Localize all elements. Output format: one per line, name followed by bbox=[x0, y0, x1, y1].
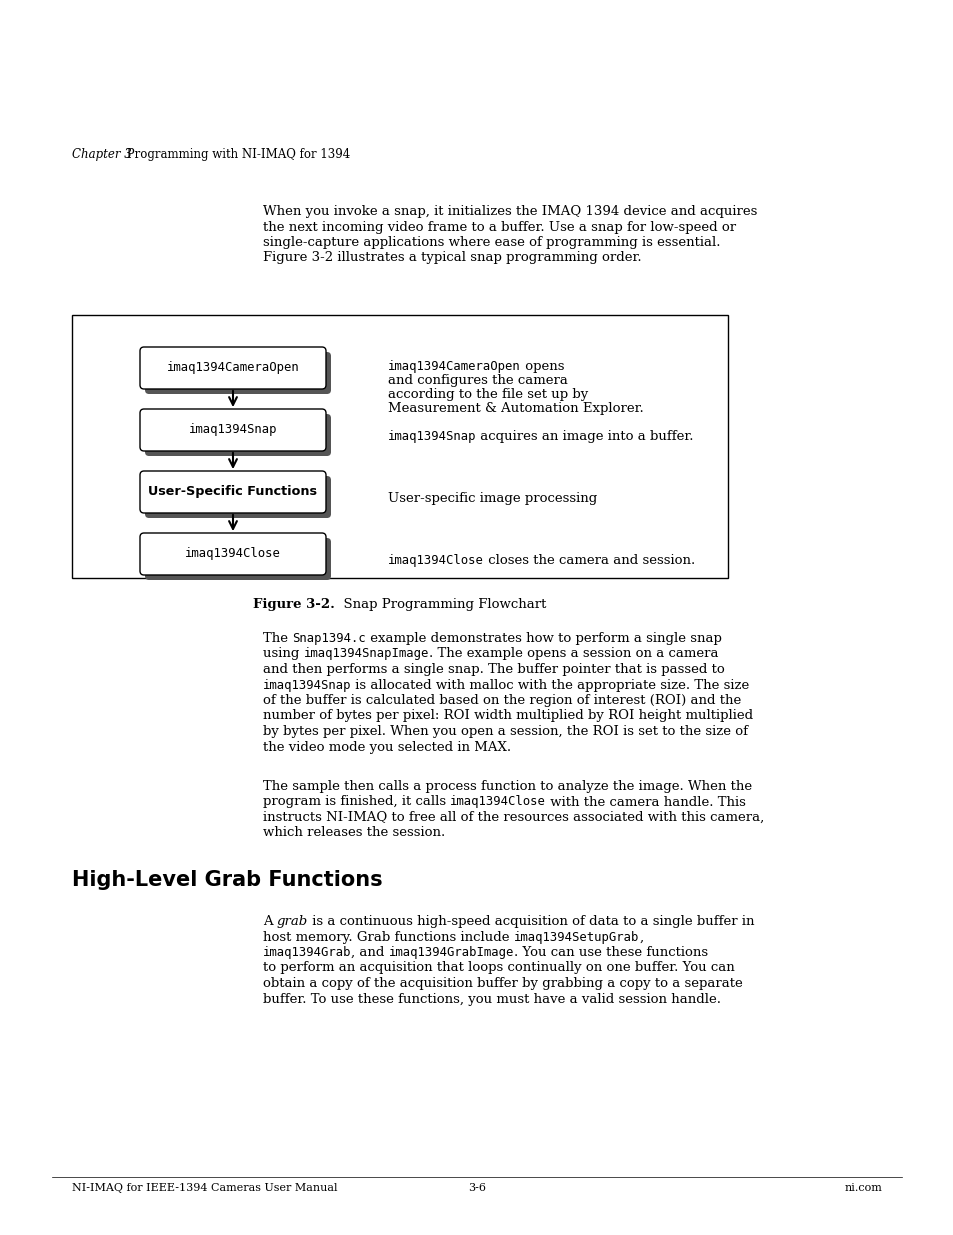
Text: imaq1394Snap: imaq1394Snap bbox=[388, 430, 476, 443]
FancyBboxPatch shape bbox=[145, 352, 331, 394]
FancyBboxPatch shape bbox=[145, 538, 331, 580]
Text: ,: , bbox=[639, 930, 642, 944]
Text: The: The bbox=[263, 632, 292, 645]
Text: imaq1394CameraOpen: imaq1394CameraOpen bbox=[388, 359, 520, 373]
Text: NI-IMAQ for IEEE-1394 Cameras User Manual: NI-IMAQ for IEEE-1394 Cameras User Manua… bbox=[71, 1183, 337, 1193]
Text: imaq1394CameraOpen: imaq1394CameraOpen bbox=[167, 362, 299, 374]
Text: Snap Programming Flowchart: Snap Programming Flowchart bbox=[335, 598, 546, 611]
Text: , and: , and bbox=[351, 946, 389, 960]
Text: of the buffer is calculated based on the region of interest (ROI) and the: of the buffer is calculated based on the… bbox=[263, 694, 740, 706]
Text: imaq1394SetupGrab: imaq1394SetupGrab bbox=[514, 930, 639, 944]
Text: Chapter 3: Chapter 3 bbox=[71, 148, 132, 161]
Text: and then performs a single snap. The buffer pointer that is passed to: and then performs a single snap. The buf… bbox=[263, 663, 724, 676]
Text: . The example opens a session on a camera: . The example opens a session on a camer… bbox=[429, 647, 718, 661]
FancyBboxPatch shape bbox=[145, 475, 331, 517]
Text: imaq1394Snap: imaq1394Snap bbox=[263, 678, 351, 692]
Text: obtain a copy of the acquisition buffer by grabbing a copy to a separate: obtain a copy of the acquisition buffer … bbox=[263, 977, 742, 990]
Text: the video mode you selected in MAX.: the video mode you selected in MAX. bbox=[263, 741, 511, 753]
Text: with the camera handle. This: with the camera handle. This bbox=[546, 795, 745, 809]
Text: ni.com: ni.com bbox=[843, 1183, 882, 1193]
Text: Figure 3-2.: Figure 3-2. bbox=[253, 598, 335, 611]
FancyBboxPatch shape bbox=[140, 534, 326, 576]
Text: Measurement & Automation Explorer.: Measurement & Automation Explorer. bbox=[388, 403, 643, 415]
Text: the next incoming video frame to a buffer. Use a snap for low-speed or: the next incoming video frame to a buffe… bbox=[263, 221, 736, 233]
Text: User-Specific Functions: User-Specific Functions bbox=[149, 485, 317, 499]
Text: which releases the session.: which releases the session. bbox=[263, 826, 445, 840]
Text: single-capture applications where ease of programming is essential.: single-capture applications where ease o… bbox=[263, 236, 720, 249]
Text: imaq1394Close: imaq1394Close bbox=[388, 555, 483, 567]
Text: is a continuous high-speed acquisition of data to a single buffer in: is a continuous high-speed acquisition o… bbox=[308, 915, 754, 927]
Text: instructs NI-IMAQ to free all of the resources associated with this camera,: instructs NI-IMAQ to free all of the res… bbox=[263, 811, 763, 824]
Text: High-Level Grab Functions: High-Level Grab Functions bbox=[71, 869, 382, 890]
Text: imaq1394Close: imaq1394Close bbox=[450, 795, 546, 809]
Text: User-specific image processing: User-specific image processing bbox=[388, 492, 597, 505]
Text: and configures the camera: and configures the camera bbox=[388, 374, 567, 387]
Text: is allocated with malloc with the appropriate size. The size: is allocated with malloc with the approp… bbox=[351, 678, 749, 692]
Text: program is finished, it calls: program is finished, it calls bbox=[263, 795, 450, 809]
Text: 3-6: 3-6 bbox=[468, 1183, 485, 1193]
Text: example demonstrates how to perform a single snap: example demonstrates how to perform a si… bbox=[366, 632, 721, 645]
Text: according to the file set up by: according to the file set up by bbox=[388, 388, 588, 401]
Text: imaq1394Snap: imaq1394Snap bbox=[189, 424, 277, 436]
Text: imaq1394GrabImage: imaq1394GrabImage bbox=[389, 946, 514, 960]
Text: number of bytes per pixel: ROI width multiplied by ROI height multiplied: number of bytes per pixel: ROI width mul… bbox=[263, 709, 752, 722]
Bar bbox=[71, 315, 727, 578]
Text: When you invoke a snap, it initializes the IMAQ 1394 device and acquires: When you invoke a snap, it initializes t… bbox=[263, 205, 757, 219]
Text: grab: grab bbox=[276, 915, 308, 927]
Text: acquires an image into a buffer.: acquires an image into a buffer. bbox=[476, 430, 693, 443]
Text: by bytes per pixel. When you open a session, the ROI is set to the size of: by bytes per pixel. When you open a sess… bbox=[263, 725, 747, 739]
FancyBboxPatch shape bbox=[140, 471, 326, 513]
Text: host memory. Grab functions include: host memory. Grab functions include bbox=[263, 930, 514, 944]
Text: Programming with NI-IMAQ for 1394: Programming with NI-IMAQ for 1394 bbox=[108, 148, 350, 161]
Text: A: A bbox=[263, 915, 276, 927]
FancyBboxPatch shape bbox=[140, 347, 326, 389]
Text: buffer. To use these functions, you must have a valid session handle.: buffer. To use these functions, you must… bbox=[263, 993, 720, 1005]
Text: using: using bbox=[263, 647, 303, 661]
FancyBboxPatch shape bbox=[145, 414, 331, 456]
Text: Figure 3-2 illustrates a typical snap programming order.: Figure 3-2 illustrates a typical snap pr… bbox=[263, 252, 641, 264]
Text: closes the camera and session.: closes the camera and session. bbox=[483, 555, 695, 567]
Text: to perform an acquisition that loops continually on one buffer. You can: to perform an acquisition that loops con… bbox=[263, 962, 734, 974]
Text: imaq1394Close: imaq1394Close bbox=[185, 547, 280, 561]
Text: The sample then calls a process function to analyze the image. When the: The sample then calls a process function… bbox=[263, 781, 751, 793]
Text: opens: opens bbox=[520, 359, 563, 373]
Text: imaq1394Grab: imaq1394Grab bbox=[263, 946, 351, 960]
Text: . You can use these functions: . You can use these functions bbox=[514, 946, 708, 960]
Text: imaq1394SnapImage: imaq1394SnapImage bbox=[303, 647, 429, 661]
FancyBboxPatch shape bbox=[140, 409, 326, 451]
Text: Snap1394.c: Snap1394.c bbox=[292, 632, 366, 645]
